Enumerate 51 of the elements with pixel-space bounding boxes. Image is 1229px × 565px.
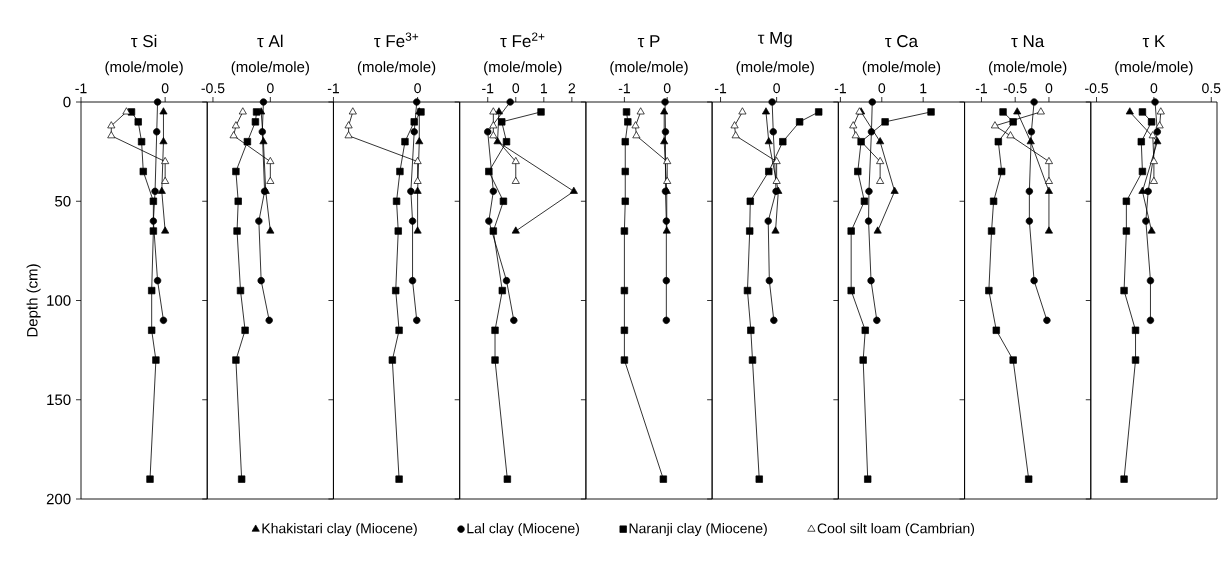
- x-tick-label: 0: [266, 83, 274, 94]
- y-tick-label: 100: [47, 295, 71, 306]
- legend-label: Cool silt loam (Cambrian): [817, 523, 975, 537]
- chart-title: τ K: [1142, 35, 1166, 48]
- x-tick-label: 0: [663, 83, 671, 94]
- x-tick-label: 0.5: [1202, 83, 1221, 94]
- x-axis-title: (mole/mole): [862, 61, 941, 76]
- x-axis-title: (mole/mole): [357, 61, 436, 76]
- x-axis-title: (mole/mole): [610, 61, 688, 76]
- x-tick-label: 0: [878, 83, 886, 94]
- y-tick-label: 50: [55, 195, 71, 207]
- x-tick-label: 0: [512, 83, 520, 94]
- y-axis-title: Depth (cm): [26, 264, 41, 337]
- x-axis-title: (mole/mole): [989, 61, 1067, 76]
- x-tick-label: -0.5: [201, 83, 225, 94]
- chart-title: τ P: [637, 35, 660, 48]
- y-tick-label: 0: [63, 96, 71, 108]
- x-tick-label: 0: [773, 83, 780, 94]
- chart-title: τ Ca: [885, 35, 919, 48]
- x-tick-label: 0: [161, 83, 169, 94]
- x-axis-title: (mole/mole): [484, 61, 562, 76]
- x-tick-label: -1: [327, 83, 339, 94]
- legend-label: Naranji clay (Miocene): [629, 523, 767, 537]
- chart-title: τ Si: [131, 34, 157, 48]
- x-axis-title: (mole/mole): [231, 61, 309, 76]
- legend-label: Khakistari clay (Miocene): [262, 523, 417, 537]
- x-tick-label: 1: [920, 83, 927, 94]
- x-tick-label: -1: [714, 83, 727, 94]
- chart-title: τ Mg: [757, 31, 792, 48]
- x-tick-label: -1: [482, 83, 494, 94]
- x-axis-title: (mole/mole): [736, 61, 814, 76]
- x-tick-label: -1: [834, 83, 846, 94]
- x-tick-label: -1: [618, 83, 630, 94]
- x-tick-label: -0.5: [1085, 83, 1109, 94]
- x-tick-label: -1: [975, 83, 987, 94]
- y-tick-label: 150: [47, 394, 71, 406]
- chart-title: τ Al: [257, 34, 283, 48]
- chart-title: τ Na: [1011, 35, 1045, 48]
- x-tick-label: 1: [540, 83, 548, 94]
- x-axis-title: (mole/mole): [1115, 61, 1193, 76]
- x-tick-label: -0.5: [1003, 83, 1027, 94]
- x-tick-label: 0: [414, 83, 421, 94]
- x-tick-label: 0: [1045, 83, 1053, 94]
- chart-title: τ Fe$^{2+}$: [500, 32, 545, 48]
- x-axis-title: (mole/mole): [105, 61, 183, 76]
- x-tick-label: -1: [75, 83, 87, 94]
- y-tick-label: 200: [46, 493, 71, 505]
- chart-title: τ Fe$^{3+}$: [374, 32, 419, 48]
- legend-label: Lal clay (Miocene): [467, 523, 579, 537]
- x-tick-label: 0: [1150, 83, 1158, 94]
- x-tick-label: 2: [568, 83, 576, 94]
